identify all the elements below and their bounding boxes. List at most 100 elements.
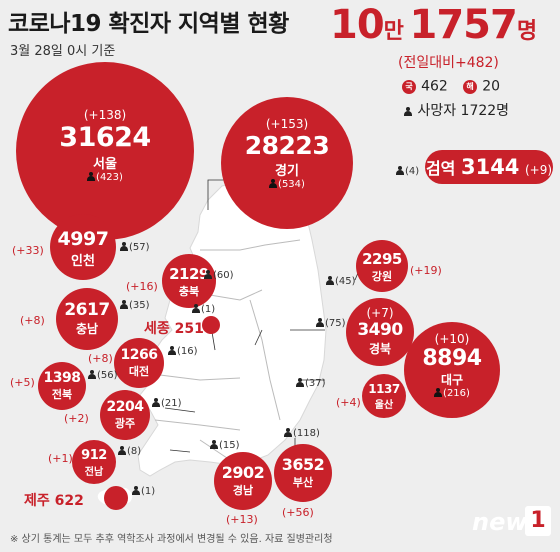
busan-deaths-value: (118) [293,428,320,439]
test-inc: (+9) [525,163,553,177]
chungbuk-deaths: (60) [204,270,234,281]
gyeongbuk-count: 3490 [357,320,403,340]
incheon-deaths: (57) [120,242,150,253]
gwangju-count: 2204 [106,399,144,415]
gyeonggi-deaths: (534) [278,179,305,190]
title-number: 19 [69,11,102,37]
gyeonggi-inc: (+153) [265,117,309,131]
chungnam-deaths: (35) [120,300,150,311]
person-icon [316,318,324,327]
daejeon-count: 1266 [120,347,158,363]
daejeon-deaths: (16) [168,346,198,357]
person-icon [152,398,160,407]
region-gyeongbuk: (+7) 3490 경북 [346,298,414,366]
region-chungnam: 2617 충남 [56,288,118,350]
total-deaths-label: 사망자 1722명 [417,103,510,119]
daejeon-inc: (+8) [88,352,113,365]
gyeongnam-deaths: (15) [210,440,240,451]
person-icon [210,440,218,449]
jeonnam-deaths: (8) [118,446,141,457]
chungnam-inc: (+8) [20,314,45,327]
gwangju-deaths-value: (21) [161,398,182,409]
person-icon [269,179,278,188]
overseas-value: 20 [482,78,501,95]
jeonbuk-count: 1398 [43,370,81,386]
jeonnam-deaths-value: (8) [127,446,142,457]
gwangju-name: 광주 [114,417,136,430]
region-gwangju: 2204 광주 [100,390,150,440]
person-icon [88,370,96,379]
jeonbuk-deaths: (56) [88,370,118,381]
jeonbuk-name: 전북 [51,388,73,401]
domestic-badge: 국 [402,79,416,94]
domestic-overseas: 국 462 해 20 [402,76,500,95]
gyeongnam-deaths-value: (15) [219,440,240,451]
incheon-count: 4997 [57,228,109,250]
chungnam-count: 2617 [64,300,110,320]
ulsan-name: 울산 [374,400,394,411]
region-chungbuk: 2129 충북 [162,254,216,308]
chungnam-deaths-value: (35) [129,300,150,311]
person-icon [404,107,412,116]
jeonbuk-deaths-value: (56) [97,370,118,381]
chungbuk-inc: (+16) [126,280,158,293]
daejeon-deaths-value: (16) [177,346,198,357]
person-icon [326,276,334,285]
page-title: 코로나19 확진자 지역별 현황 [8,4,289,38]
sejong-label: 세종 251 [144,321,204,337]
test-deaths: (4) [396,166,419,177]
person-icon [284,428,292,437]
chungbuk-name: 충북 [178,285,200,298]
person-icon [118,446,126,455]
title-prefix: 코로나 [8,11,70,37]
gangwon-count: 2295 [362,250,402,268]
gyeonggi-count: 28223 [244,131,330,160]
person-icon [132,486,140,495]
total-deaths: 사망자 1722명 [404,100,509,120]
total-unit-2: 명 [516,19,538,44]
ulsan-count: 1137 [368,382,400,396]
seoul-inc: (+138) [83,108,127,122]
person-icon [204,270,212,279]
region-jeonnam: 912 전남 [72,440,116,484]
person-icon [168,346,176,355]
region-daegu: (+10) 8894 대구 (216) [404,322,500,418]
quarantine-box: 검역 3144 (+9) [425,150,553,184]
busan-deaths: (118) [284,428,320,439]
seoul-name: 서울 [93,157,117,172]
person-icon [87,172,96,181]
person-icon [396,166,404,175]
region-daejeon: 1266 대전 [114,338,164,388]
person-icon [434,388,443,397]
news1-logo-mark: 1 [525,506,551,536]
total-cases: 10만 1757명 [330,2,537,48]
test-label: 검역 [425,159,456,178]
gangwon-deaths: (45) [326,276,356,287]
title-rest: 확진자 지역별 현황 [101,11,290,37]
region-ulsan: 1137 울산 [362,374,406,418]
daegu-name: 대구 [440,373,464,387]
gangwon-name: 강원 [371,270,393,283]
person-icon [296,378,304,387]
test-value: 3144 [460,155,520,179]
jeju-deaths-value: (1) [141,486,156,497]
daejeon-name: 대전 [128,365,150,378]
region-gyeongnam: 2902 경남 [214,452,272,510]
total-unit-1: 만 [383,19,404,44]
daegu-inc: (+10) [434,332,470,346]
jeonnam-count: 912 [81,448,107,463]
region-jeju [104,486,128,510]
incheon-inc: (+33) [12,244,44,257]
region-seoul: (+138) 31624 서울 (423) [16,62,194,240]
sejong-deaths: (1) [192,304,215,315]
domestic-value: 462 [421,78,448,95]
chungnam-name: 충남 [75,322,99,336]
incheon-deaths-value: (57) [129,242,150,253]
gyeongnam-name: 경남 [232,484,254,497]
total-value-2: 1757 [409,2,518,48]
daegu-count: 8894 [422,346,482,371]
gyeongnam-inc: (+13) [226,513,258,526]
person-icon [120,242,128,251]
gwangju-deaths: (21) [152,398,182,409]
incheon-name: 인천 [71,254,95,269]
